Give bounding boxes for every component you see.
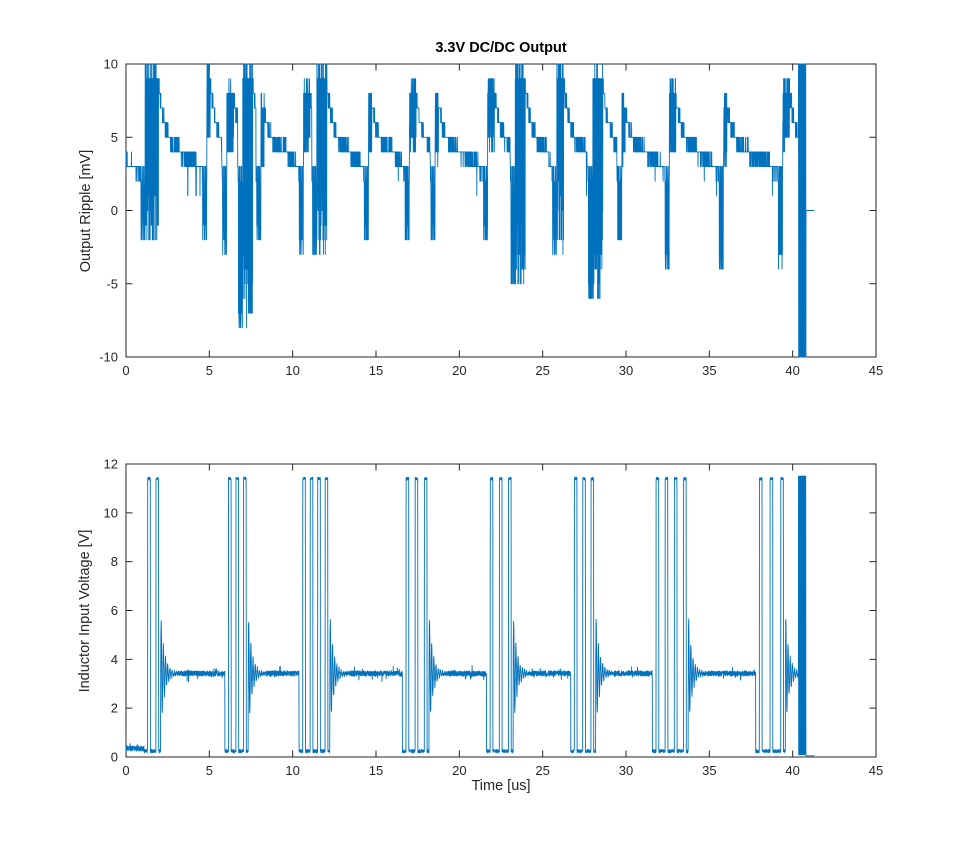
x-tick-label: 5 <box>206 763 213 778</box>
y-tick-label: 0 <box>111 750 118 765</box>
x-tick-label: 40 <box>785 363 799 378</box>
axes-box <box>125 63 877 358</box>
x-tick-label: 30 <box>619 763 633 778</box>
x-tick-label: 15 <box>369 363 383 378</box>
inductor-voltage-waveform <box>125 475 815 757</box>
x-tick-label: 25 <box>535 763 549 778</box>
x-tick-label: 35 <box>702 763 716 778</box>
y-tick-label: 6 <box>111 603 118 618</box>
x-tick-label: 10 <box>285 363 299 378</box>
y-tick-label: -5 <box>106 276 118 291</box>
x-tick-label: 40 <box>785 763 799 778</box>
x-tick-label: 25 <box>535 363 549 378</box>
x-tick-label: 35 <box>702 363 716 378</box>
x-tick-label: 0 <box>122 363 129 378</box>
y-tick-label: 12 <box>104 457 118 472</box>
axes-inductor-voltage: 0 5 10 15 20 25 30 35 40 45 0 2 4 6 8 10 12 <box>104 457 884 779</box>
x-tick-label: 10 <box>285 763 299 778</box>
y-tick-label: 10 <box>104 505 118 520</box>
y-tick-label: -10 <box>99 350 118 365</box>
y-tick-label: 0 <box>111 203 118 218</box>
x-tick-label: 5 <box>206 363 213 378</box>
axes-box <box>125 463 877 758</box>
x-tick-label: 15 <box>369 763 383 778</box>
x-tick-label: 0 <box>122 763 129 778</box>
x-tick-label: 45 <box>869 763 883 778</box>
x-axis-label-time: Time [us] <box>471 778 531 794</box>
y-tick-label: 4 <box>111 652 118 667</box>
y-tick-label: 2 <box>111 701 118 716</box>
x-tick-label: 20 <box>452 363 466 378</box>
x-tick-label: 30 <box>619 363 633 378</box>
axes-output-ripple: 0 5 10 15 20 25 30 35 40 45 -10 -5 0 5 10 <box>99 57 883 379</box>
y-tick-label: 10 <box>104 57 118 72</box>
y-tick-label: 5 <box>111 130 118 145</box>
chart-title-top: 3.3V DC/DC Output <box>435 40 567 56</box>
x-tick-label: 20 <box>452 763 466 778</box>
y-tick-label: 8 <box>111 554 118 569</box>
x-tick-label: 45 <box>869 363 883 378</box>
output-ripple-waveform <box>125 63 815 358</box>
